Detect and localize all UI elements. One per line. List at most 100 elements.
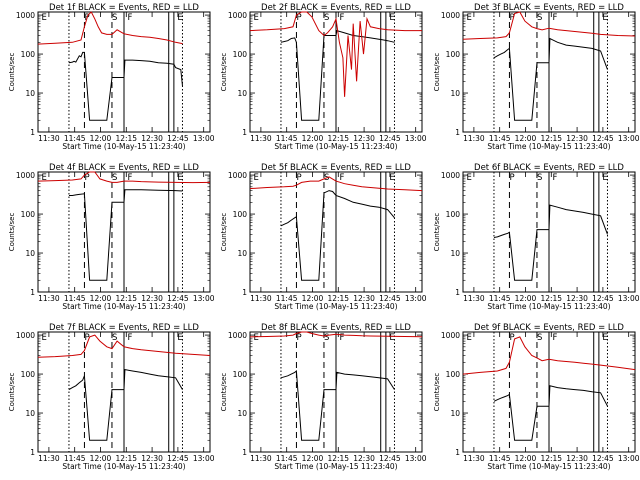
region-label: P bbox=[509, 13, 514, 23]
x-tick-label: 11:30 bbox=[38, 134, 60, 143]
x-tick-label: 12:00 bbox=[90, 134, 112, 143]
x-tick-label: 13:00 bbox=[405, 454, 427, 463]
y-tick-label: 100 bbox=[446, 50, 461, 59]
y-tick-label: 10 bbox=[450, 409, 460, 418]
x-tick-label: 12:45 bbox=[379, 294, 401, 303]
x-tick-label: 13:00 bbox=[193, 294, 215, 303]
x-tick-label: 12:30 bbox=[353, 294, 375, 303]
region-label: P bbox=[296, 13, 301, 23]
y-tick-label: 100 bbox=[233, 370, 248, 379]
y-tick-label: 1000 bbox=[16, 171, 35, 180]
y-tick-label: 10 bbox=[25, 89, 35, 98]
region-label: P bbox=[509, 333, 514, 343]
x-tick-label: 13:00 bbox=[618, 294, 640, 303]
x-tick-label: 12:30 bbox=[141, 294, 163, 303]
x-tick-label: 12:15 bbox=[540, 454, 562, 463]
x-tick-label: 12:15 bbox=[327, 134, 349, 143]
x-tick-label: 12:45 bbox=[379, 134, 401, 143]
x-tick-label: 12:30 bbox=[566, 294, 588, 303]
x-tick-label: 11:30 bbox=[463, 454, 485, 463]
x-tick-label: 12:30 bbox=[353, 134, 375, 143]
chart-panel: Det 3f BLACK = Events, RED = LLD 1 10 100 10… bbox=[433, 3, 640, 151]
chart-title: Det 8f BLACK = Events, RED = LLD bbox=[261, 323, 411, 333]
x-tick-label: 12:30 bbox=[566, 454, 588, 463]
x-tick-label: 11:30 bbox=[250, 454, 272, 463]
lld-series-line bbox=[462, 336, 636, 375]
region-label: S bbox=[324, 333, 329, 343]
region-label: E bbox=[602, 13, 607, 23]
events-series-line bbox=[493, 385, 608, 441]
region-label: E bbox=[41, 13, 46, 23]
region-label: E bbox=[466, 333, 471, 343]
x-axis-label: Start Time (10-May-15 11:23:40) bbox=[62, 462, 185, 471]
x-tick-label: 12:45 bbox=[167, 294, 189, 303]
region-label: S bbox=[112, 13, 117, 23]
region-label: E bbox=[41, 333, 46, 343]
x-tick-label: 11:45 bbox=[64, 454, 86, 463]
x-tick-label: 12:15 bbox=[327, 294, 349, 303]
region-label: E bbox=[177, 13, 182, 23]
x-axis-label: Start Time (10-May-15 11:23:40) bbox=[487, 142, 610, 151]
x-tick-label: 11:30 bbox=[463, 134, 485, 143]
y-tick-label: 1 bbox=[242, 128, 247, 137]
events-series-line bbox=[69, 189, 183, 281]
lld-series-line bbox=[37, 11, 183, 45]
x-tick-label: 11:45 bbox=[276, 454, 298, 463]
y-axis-label: Counts/sec bbox=[220, 373, 228, 412]
lld-series-line bbox=[249, 331, 423, 338]
chart-panel: Det 9f BLACK = Events, RED = LLD 1 10 100 10… bbox=[433, 323, 640, 471]
y-tick-label: 1000 bbox=[228, 331, 247, 340]
region-label: E bbox=[389, 13, 394, 23]
y-tick-label: 1000 bbox=[441, 331, 460, 340]
y-tick-label: 1000 bbox=[228, 171, 247, 180]
y-tick-label: 1000 bbox=[16, 11, 35, 20]
events-series-line bbox=[68, 51, 183, 121]
x-tick-label: 12:00 bbox=[90, 294, 112, 303]
lld-series-line bbox=[249, 176, 423, 192]
region-label: P bbox=[296, 333, 301, 343]
chart-title: Det 6f BLACK = Events, RED = LLD bbox=[474, 163, 624, 173]
y-axis-label: Counts/sec bbox=[433, 373, 441, 412]
x-tick-label: 12:15 bbox=[115, 454, 137, 463]
x-tick-label: 11:30 bbox=[463, 294, 485, 303]
x-tick-label: 12:45 bbox=[167, 134, 189, 143]
x-tick-label: 12:30 bbox=[141, 134, 163, 143]
y-tick-label: 1 bbox=[242, 288, 247, 297]
x-tick-label: 12:15 bbox=[540, 134, 562, 143]
x-tick-label: 12:15 bbox=[540, 294, 562, 303]
x-tick-label: 11:30 bbox=[38, 454, 60, 463]
region-label: E bbox=[253, 13, 258, 23]
events-series-line bbox=[280, 370, 395, 441]
x-axis-label: Start Time (10-May-15 11:23:40) bbox=[487, 462, 610, 471]
x-tick-label: 12:15 bbox=[115, 134, 137, 143]
region-label: P bbox=[84, 173, 89, 183]
chart-panel: Det 8f BLACK = Events, RED = LLD 1 10 100 10… bbox=[220, 323, 427, 471]
chart-panel: Det 6f BLACK = Events, RED = LLD 1 10 100 10… bbox=[433, 163, 640, 311]
chart-panel: Det 1f BLACK = Events, RED = LLD 1 10 100 10… bbox=[8, 3, 215, 151]
x-tick-label: 11:45 bbox=[64, 294, 86, 303]
y-tick-label: 10 bbox=[237, 249, 247, 258]
x-tick-label: 11:45 bbox=[489, 294, 511, 303]
y-tick-label: 100 bbox=[21, 210, 36, 219]
y-tick-label: 1 bbox=[30, 448, 35, 457]
x-axis-label: Start Time (10-May-15 11:23:40) bbox=[487, 302, 610, 311]
region-label: E bbox=[41, 173, 46, 183]
x-tick-label: 11:30 bbox=[250, 134, 272, 143]
region-label: S bbox=[537, 13, 542, 23]
region-label: F bbox=[339, 173, 344, 183]
x-axis-label: Start Time (10-May-15 11:23:40) bbox=[274, 462, 397, 471]
chart-panel: Det 5f BLACK = Events, RED = LLD 1 10 100 10… bbox=[220, 163, 427, 311]
region-label: E bbox=[389, 173, 394, 183]
lld-series-line bbox=[37, 171, 211, 184]
x-tick-label: 12:45 bbox=[592, 294, 614, 303]
region-label: S bbox=[112, 173, 117, 183]
x-tick-label: 11:45 bbox=[64, 134, 86, 143]
x-tick-label: 13:00 bbox=[193, 454, 215, 463]
chart-title: Det 7f BLACK = Events, RED = LLD bbox=[49, 323, 199, 333]
region-label: E bbox=[253, 173, 258, 183]
lld-series-line bbox=[37, 334, 211, 358]
chart-panel: Det 2f BLACK = Events, RED = LLD 1 10 100 10… bbox=[220, 3, 427, 151]
y-tick-label: 100 bbox=[233, 210, 248, 219]
y-tick-label: 1 bbox=[30, 288, 35, 297]
x-tick-label: 13:00 bbox=[193, 134, 215, 143]
